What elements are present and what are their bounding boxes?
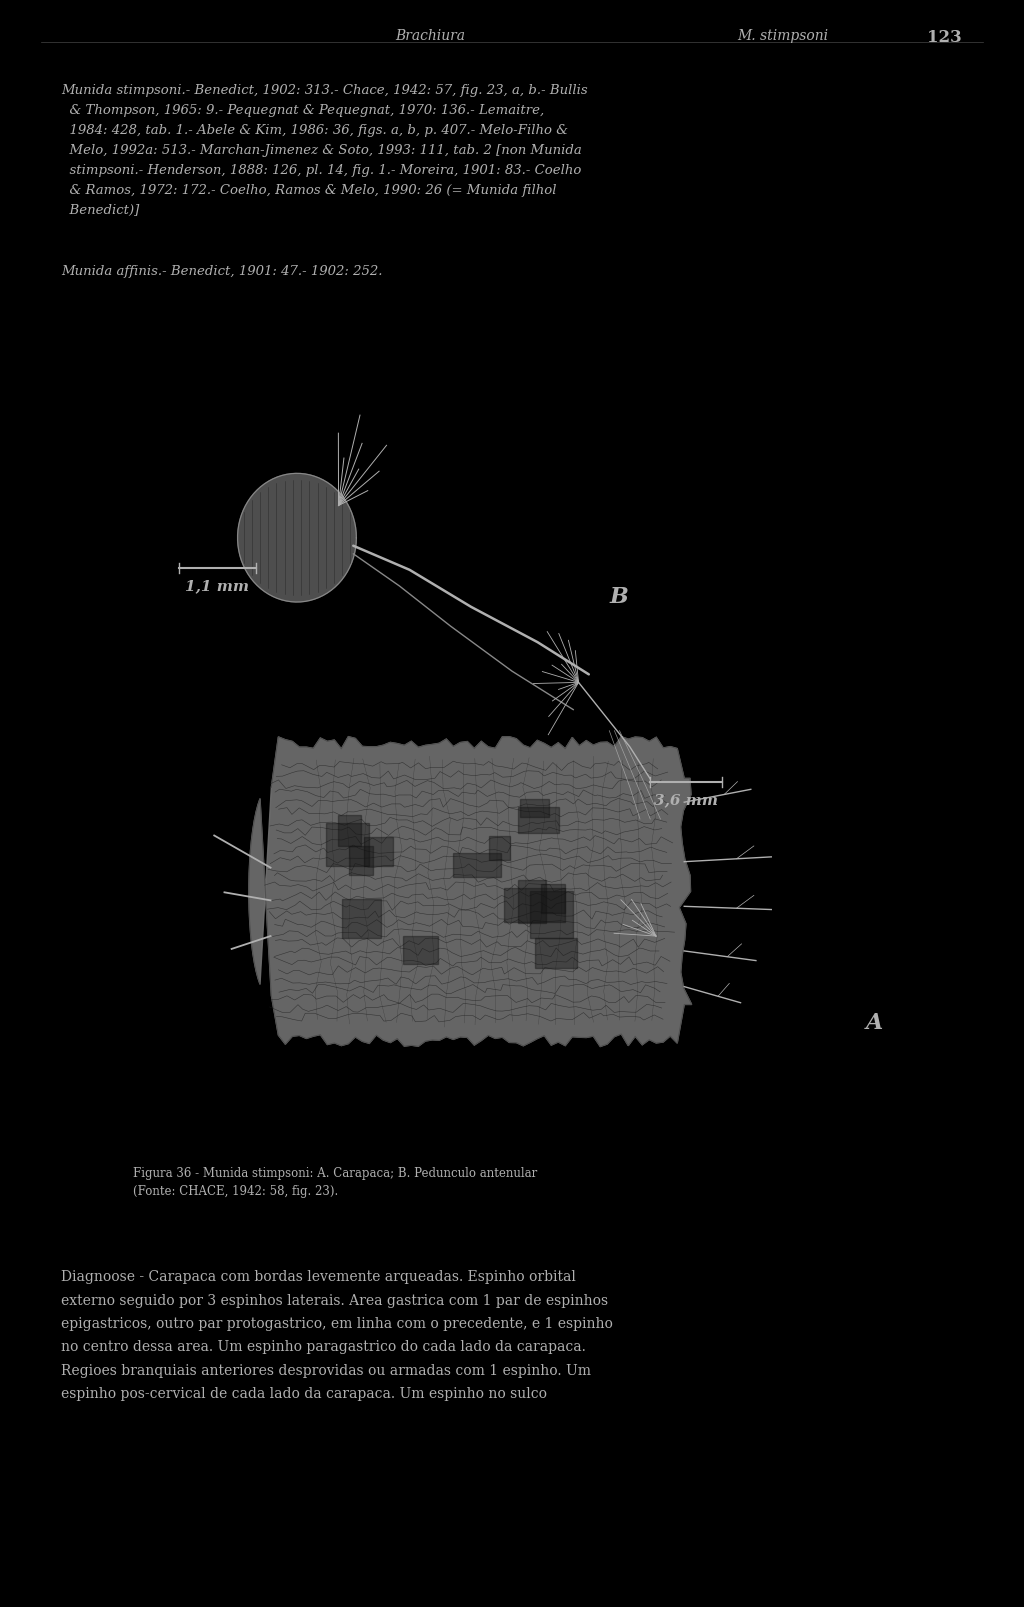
Polygon shape xyxy=(249,738,691,1046)
Text: externo seguido por 3 espinhos laterais. Area gastrica com 1 par de espinhos: externo seguido por 3 espinhos laterais.… xyxy=(61,1292,608,1306)
Polygon shape xyxy=(349,847,373,876)
Polygon shape xyxy=(520,799,549,818)
Text: M. stimpsoni: M. stimpsoni xyxy=(737,29,828,43)
Text: 1984: 428, tab. 1.- Abele & Kim, 1986: 36, figs. a, b, p. 407.- Melo-Filho &: 1984: 428, tab. 1.- Abele & Kim, 1986: 3… xyxy=(61,124,568,137)
Text: Benedict)]: Benedict)] xyxy=(61,204,139,217)
Text: B: B xyxy=(609,585,628,607)
Text: stimpsoni.- Henderson, 1888: 126, pl. 14, fig. 1.- Moreira, 1901: 83.- Coelho: stimpsoni.- Henderson, 1888: 126, pl. 14… xyxy=(61,164,582,177)
Text: Diagnoose - Carapaca com bordas levemente arqueadas. Espinho orbital: Diagnoose - Carapaca com bordas levement… xyxy=(61,1270,577,1284)
Text: 3,6 mm: 3,6 mm xyxy=(654,792,718,807)
Polygon shape xyxy=(536,938,577,967)
Polygon shape xyxy=(530,892,573,938)
Text: Figura 36 - Munida stimpsoni: A. Carapaca; B. Pedunculo antenular: Figura 36 - Munida stimpsoni: A. Carapac… xyxy=(133,1167,538,1180)
Polygon shape xyxy=(517,881,546,924)
Text: (Fonte: CHACE, 1942: 58, fig. 23).: (Fonte: CHACE, 1942: 58, fig. 23). xyxy=(133,1184,338,1197)
Polygon shape xyxy=(453,853,502,877)
Text: Regioes branquiais anteriores desprovidas ou armadas com 1 espinho. Um: Regioes branquiais anteriores desprovida… xyxy=(61,1363,592,1377)
Text: no centro dessa area. Um espinho paragastrico do cada lado da carapaca.: no centro dessa area. Um espinho paragas… xyxy=(61,1340,587,1353)
Text: Munida affinis.- Benedict, 1901: 47.- 1902: 252.: Munida affinis.- Benedict, 1901: 47.- 19… xyxy=(61,265,383,278)
Text: Brachiura: Brachiura xyxy=(395,29,465,43)
Text: 1,1 mm: 1,1 mm xyxy=(185,579,249,593)
Polygon shape xyxy=(518,807,559,834)
Polygon shape xyxy=(338,815,361,847)
Text: epigastricos, outro par protogastrico, em linha com o precedente, e 1 espinho: epigastricos, outro par protogastrico, e… xyxy=(61,1316,613,1331)
Polygon shape xyxy=(541,884,565,913)
Text: 123: 123 xyxy=(927,29,962,47)
Polygon shape xyxy=(489,837,510,860)
Text: & Thompson, 1965: 9.- Pequegnat & Pequegnat, 1970: 136.- Lemaitre,: & Thompson, 1965: 9.- Pequegnat & Pequeg… xyxy=(61,103,545,117)
Polygon shape xyxy=(238,474,356,603)
Text: & Ramos, 1972: 172.- Coelho, Ramos & Melo, 1990: 26 (= Munida filhol: & Ramos, 1972: 172.- Coelho, Ramos & Mel… xyxy=(61,185,557,198)
Polygon shape xyxy=(342,900,381,938)
Text: Melo, 1992a: 513.- Marchan-Jimenez & Soto, 1993: 111, tab. 2 [non Munida: Melo, 1992a: 513.- Marchan-Jimenez & Sot… xyxy=(61,143,583,157)
Text: espinho pos-cervical de cada lado da carapaca. Um espinho no sulco: espinho pos-cervical de cada lado da car… xyxy=(61,1385,548,1400)
Polygon shape xyxy=(403,937,438,964)
Polygon shape xyxy=(365,837,393,866)
Text: Munida stimpsoni.- Benedict, 1902: 313.- Chace, 1942: 57, fig. 23, a, b.- Bullis: Munida stimpsoni.- Benedict, 1902: 313.-… xyxy=(61,84,588,96)
Polygon shape xyxy=(327,824,369,866)
Text: A: A xyxy=(865,1011,883,1033)
Polygon shape xyxy=(504,889,565,922)
